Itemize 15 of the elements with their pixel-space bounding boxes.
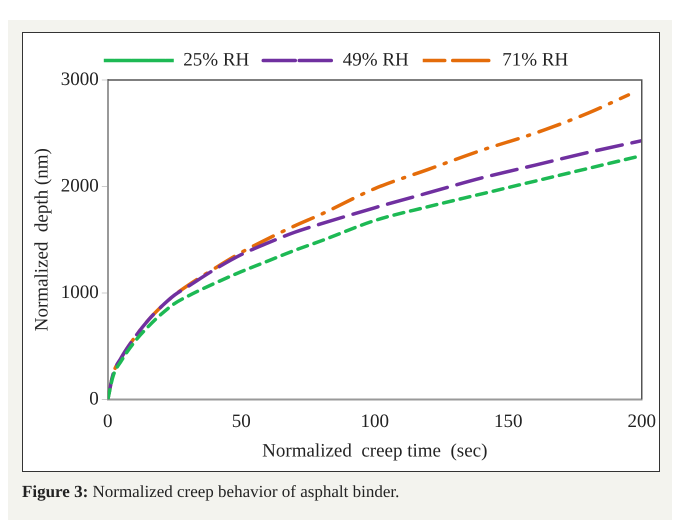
legend-label: 25% RH: [183, 49, 250, 70]
y-tick-label: 0: [89, 388, 99, 410]
y-axis-title: Normalized depth (nm): [31, 148, 52, 332]
y-tick-label: 2000: [60, 175, 99, 196]
x-tick-label: 150: [494, 410, 523, 432]
x-axis-title: Normalized creep time (sec): [262, 440, 488, 462]
caption: Figure 3: Normalized creep behavior of asphalt binder.: [22, 482, 400, 502]
y-tick-label: 3000: [60, 68, 99, 90]
legend-label: 71% RH: [502, 49, 568, 70]
x-tick-label: 50: [232, 410, 251, 432]
x-tick-label: 200: [628, 410, 656, 432]
x-tick-label: 100: [360, 410, 390, 432]
legend-label: 49% RH: [342, 49, 410, 70]
y-tick-label: 1000: [60, 282, 99, 303]
x-tick-label: 0: [103, 410, 113, 432]
